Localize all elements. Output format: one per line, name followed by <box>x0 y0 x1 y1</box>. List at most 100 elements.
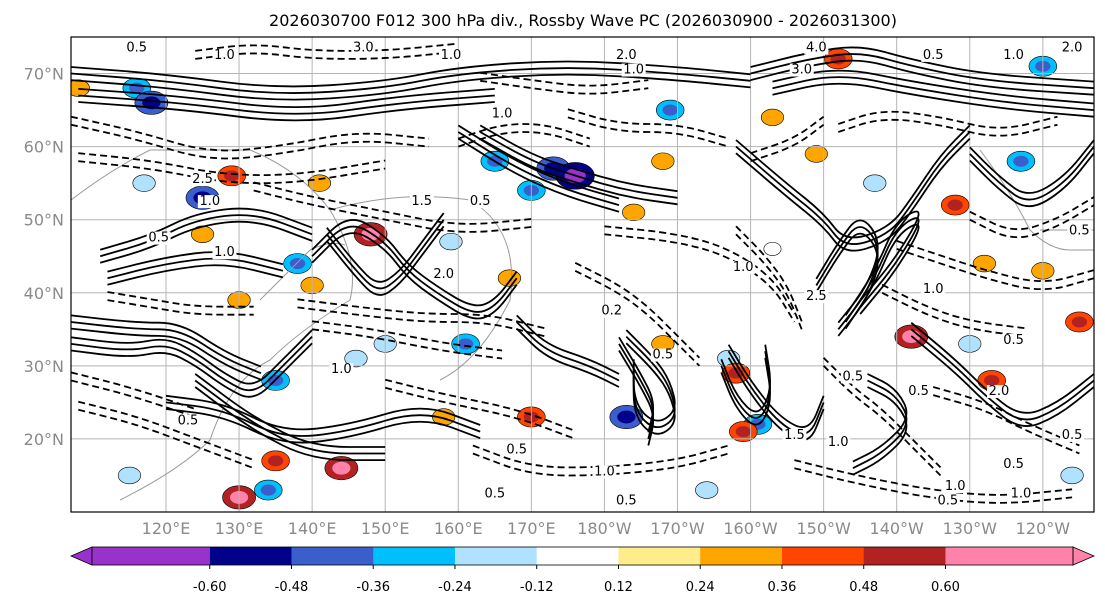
solid-contour-21-1 <box>516 321 620 382</box>
lon-label-10: 140°W <box>870 519 925 538</box>
solid-contour-3-0 <box>457 137 620 213</box>
contour-label-35: 1.0 <box>945 479 966 494</box>
contour-label-bg-6 <box>804 41 829 55</box>
contour-label-40: 2.0 <box>989 384 1010 399</box>
solid-contour-23-0 <box>969 152 1094 208</box>
lon-label-3: 150°E <box>361 519 410 538</box>
solid-contour-1-2 <box>78 88 495 109</box>
dashed-contour-18-0 <box>794 467 1073 504</box>
colorbar-segment-1 <box>209 547 292 565</box>
solid-contour-13-2 <box>625 329 676 422</box>
solid-contour-9-2 <box>71 329 313 385</box>
map-frame <box>70 36 1095 513</box>
solid-contour-17-2 <box>99 207 313 251</box>
contour-label-bg-1 <box>124 41 149 55</box>
solid-contour-17-1 <box>99 214 313 258</box>
contour-label-bg-4 <box>614 48 639 62</box>
solid-contour-19-0 <box>165 408 481 444</box>
contour-label-30: 1.0 <box>828 435 849 450</box>
contour-labels: 3.00.5 1.0 1.0 2.01.04.0 0.5 1.0 2.03.01.02.51… <box>124 41 1092 509</box>
contour-label-bg-7 <box>921 48 946 62</box>
contour-label-28: 0.5 <box>178 413 199 428</box>
lon-label-1: 130°E <box>215 519 264 538</box>
contour-label-bg-5 <box>621 63 646 77</box>
solid-contour-16-2 <box>727 344 825 428</box>
lon-label-4: 160°E <box>434 519 483 538</box>
colorbar: -0.60 -0.48 -0.36 -0.24 -0.12 0.12 0.24 0.36 0.4… <box>69 546 1096 595</box>
contour-label-bg-19 <box>599 304 624 318</box>
solid-contour-3-2 <box>457 124 620 200</box>
dashed-contour-3-1 <box>297 298 547 330</box>
solid-contour-7-2 <box>815 219 879 324</box>
solid-contour-6-0 <box>735 137 971 252</box>
colorbar-segment-4 <box>454 547 538 565</box>
contour-label-bg-18 <box>431 268 456 282</box>
contour-label-bg-14 <box>468 195 493 209</box>
solid-contour-12-2 <box>326 212 445 283</box>
contour-label-18: 2.0 <box>433 267 454 282</box>
contour-label-31: 0.5 <box>506 443 527 458</box>
solid-contour-0-1 <box>71 67 751 94</box>
contour-label-41: 0.5 <box>1069 223 1090 238</box>
solid-contour-18-1 <box>107 257 284 280</box>
dashed-contour-17-1 <box>932 386 1080 447</box>
lon-label-9: 150°W <box>796 519 851 538</box>
dashed-contour-20-1 <box>750 115 825 155</box>
dashed-contour-13-1 <box>838 110 1058 129</box>
solid-contour-20-0 <box>194 386 386 461</box>
solid-contour-5-1 <box>772 76 1094 111</box>
solid-contour-6-1 <box>735 131 971 245</box>
solid-contour-20-2 <box>194 373 386 448</box>
map-panel: 3.00.5 1.0 1.0 2.01.04.0 0.5 1.0 2.03.01.02.51… <box>70 36 1095 513</box>
lon-label-7: 170°W <box>650 519 705 538</box>
contour-label-bg-37 <box>935 494 960 508</box>
colorbar-segment-2 <box>291 547 374 565</box>
lon-label-11: 130°W <box>943 519 998 538</box>
contour-label-bg-38 <box>1001 458 1026 472</box>
contour-label-bg-41 <box>1067 224 1092 238</box>
shading-core-46 <box>267 455 284 467</box>
contour-label-bg-39 <box>1060 428 1085 442</box>
shading-patch-9 <box>439 232 463 251</box>
dashed-contour-23-0 <box>107 299 254 316</box>
solid-contour-5-0 <box>772 82 1094 118</box>
dashed-contour-16-0 <box>822 365 942 477</box>
contour-label-bg-40 <box>987 385 1012 399</box>
contour-label-39: 0.5 <box>1062 428 1083 443</box>
contour-label-14: 0.5 <box>470 194 491 209</box>
colorbar-segment-0 <box>92 547 210 565</box>
contour-label-bg-32 <box>592 465 617 479</box>
dashed-contour-17-0 <box>932 394 1080 455</box>
lon-label-8: 160°W <box>723 519 778 538</box>
dashed-contour-15-1 <box>881 283 1029 330</box>
contour-label-bg-20 <box>731 260 756 274</box>
colorbar-extend-min <box>69 546 93 566</box>
contour-label-bg-15 <box>197 195 222 209</box>
contour-label-19: 0.2 <box>601 304 622 319</box>
solid-contour-13-1 <box>625 335 676 429</box>
figure-title: 2026030700 F012 300 hPa div., Rossby Wav… <box>269 11 897 30</box>
dashed-contour-10-0 <box>574 269 701 367</box>
contour-label-bg-17 <box>212 246 237 260</box>
shading-patch-38 <box>972 254 996 273</box>
colorbar-tick-label-1: -0.48 <box>275 580 309 595</box>
solid-contour-2-0 <box>479 137 678 206</box>
contour-label-bg-34 <box>614 494 639 508</box>
dashed-contour-11-1 <box>604 225 796 315</box>
dashed-contour-9-0 <box>567 116 729 148</box>
colorbar-tick-label-7: 0.36 <box>767 580 796 595</box>
contour-label-34: 0.5 <box>616 494 637 509</box>
colorbar-tick-label-2: -0.36 <box>356 580 390 595</box>
contour-label-21: 2.5 <box>806 289 827 304</box>
colorbar-segment-8 <box>781 547 865 565</box>
dashed-contour-4-1 <box>311 320 503 352</box>
colorbar-segment-9 <box>863 547 946 565</box>
dashed-contour-19-1 <box>969 196 1094 231</box>
shading-core-42 <box>735 426 751 438</box>
solid-contour-20-1 <box>194 379 386 455</box>
dashed-contour-11-0 <box>604 233 796 323</box>
contour-label-bg-31 <box>504 443 529 457</box>
solid-contour-8-1 <box>844 217 920 323</box>
colorbar-tick-label-4: -0.12 <box>520 580 554 595</box>
graticule <box>71 37 1094 512</box>
